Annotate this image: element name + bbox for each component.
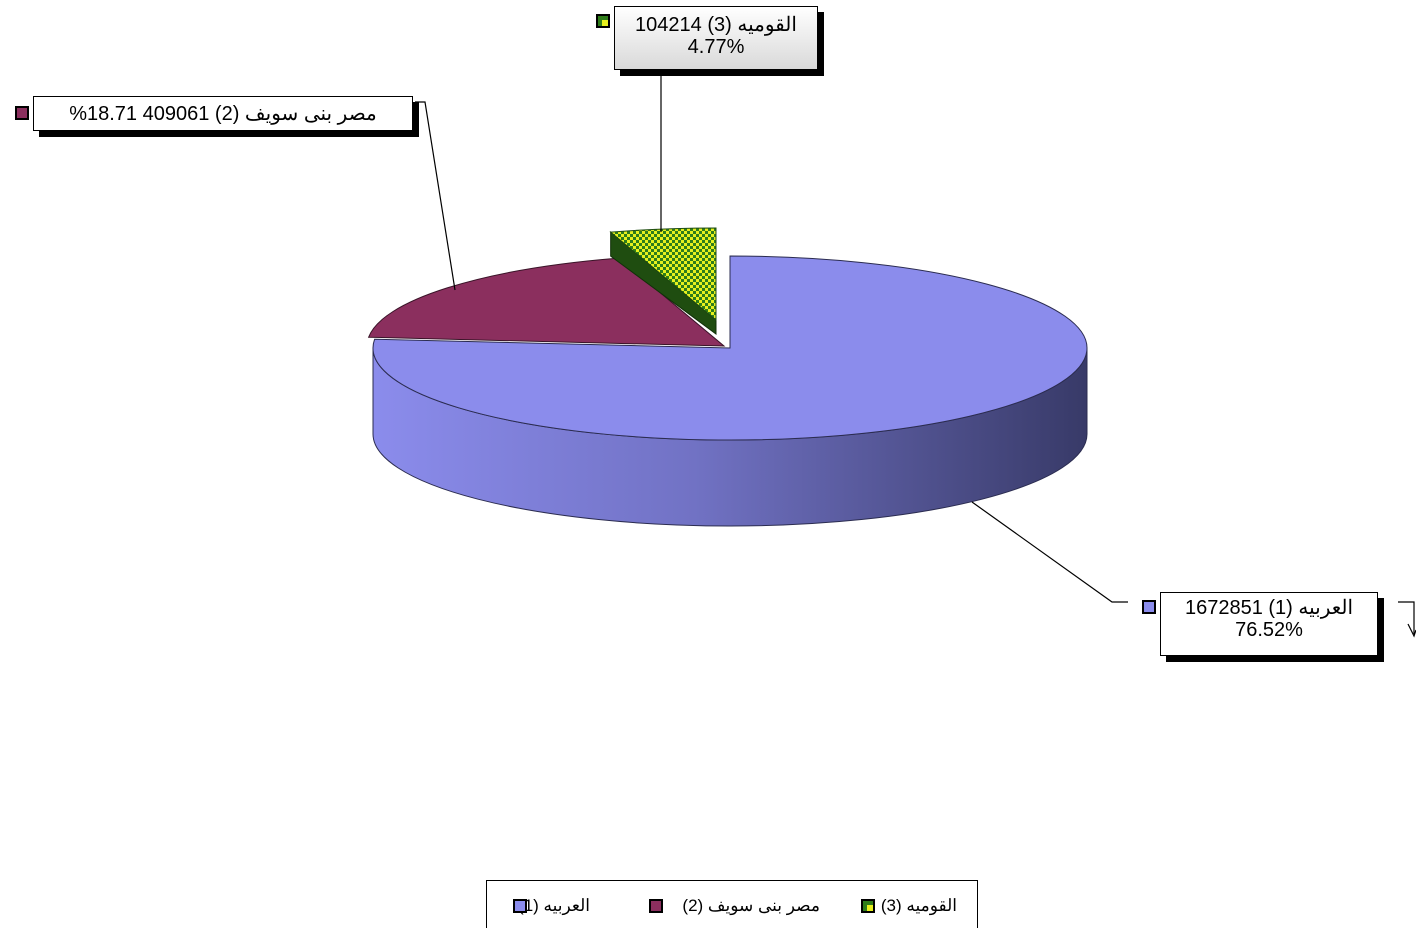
data-label-slice-1: العربيه (1) 1672851 76.52%: [1160, 592, 1378, 656]
legend-item-3: القوميه (3): [881, 895, 957, 917]
arrow-head: [1407, 623, 1416, 638]
data-label-slice-3-line2: 4.77%: [687, 36, 745, 58]
legend-item-2: مصر بنى سويف (2): [682, 895, 820, 917]
data-label-slice-1-line2: 76.52%: [1235, 619, 1303, 641]
legend-swatch-1: [513, 899, 527, 913]
data-label-slice-2: مصر بنى سويف (2) 409061 18.71%: [33, 96, 413, 131]
legend-label-3: القوميه (3): [880, 896, 957, 915]
legend-swatch-3: [861, 899, 875, 913]
data-label-slice-1-line1: العربيه (1) 1672851: [1184, 597, 1354, 619]
label-swatch-slice-2: [15, 106, 29, 120]
arrow-mark: [1398, 601, 1415, 634]
data-label-slice-2-line1: مصر بنى سويف (2) 409061 18.71%: [69, 103, 377, 125]
data-label-slice-3-line1: القوميه (3) 104214: [635, 14, 797, 36]
legend-label-1: العربيه (1): [518, 896, 590, 915]
data-label-slice-3: القوميه (3) 104214 4.77%: [614, 6, 818, 70]
slice-3: [609, 227, 717, 322]
legend-swatch-2: [649, 899, 663, 913]
label-swatch-slice-1: [1142, 600, 1156, 614]
leader-line-slice-2: [415, 101, 456, 291]
label-swatch-slice-3: [596, 14, 610, 28]
legend: العربيه (1) مصر بنى سويف (2) القوميه (3): [486, 880, 978, 928]
slice-1: [372, 255, 1088, 441]
slice-2: [367, 257, 726, 347]
leader-line-slice-1: [971, 501, 1128, 603]
legend-label-2: مصر بنى سويف (2): [682, 896, 820, 915]
legend-item-1: العربيه (1): [518, 895, 590, 917]
